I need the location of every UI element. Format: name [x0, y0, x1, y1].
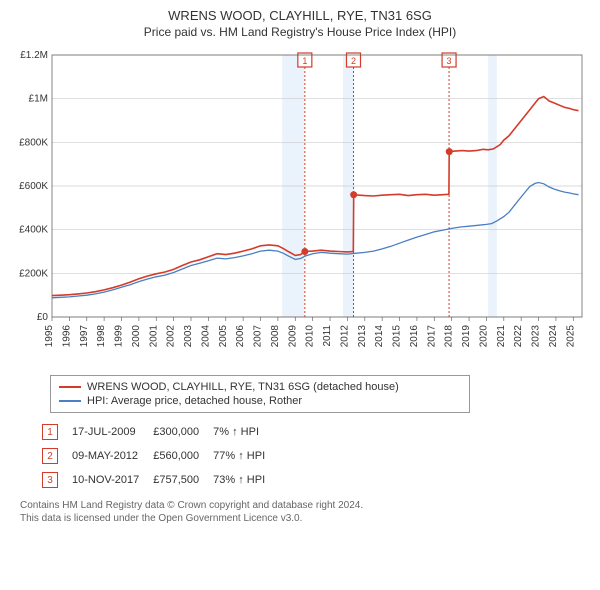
x-tick-label: 2004 [200, 325, 211, 348]
x-tick-label: 2015 [392, 325, 403, 348]
chart-area: £0 £200K £400K £600K £800K £1M £1.2M 1995 1996 19… [10, 47, 590, 367]
y-tick-label: £1M [29, 94, 48, 105]
x-tick-label: 1999 [114, 325, 125, 348]
x-tick-label: 2019 [461, 325, 472, 348]
legend-swatch [59, 400, 81, 402]
svg-text:3: 3 [447, 56, 452, 66]
legend: WRENS WOOD, CLAYHILL, RYE, TN31 6SG (det… [50, 375, 470, 413]
sale-marker [446, 148, 453, 155]
sale-badge: 2 [42, 448, 58, 464]
x-tick-label: 1996 [61, 325, 72, 348]
chart-subtitle: Price paid vs. HM Land Registry's House … [10, 25, 590, 39]
y-tick-label: £400K [19, 225, 48, 236]
x-tick-label: 1997 [79, 325, 90, 348]
sale-pct: 7% ↑ HPI [213, 421, 277, 443]
sales-table: 1 17-JUL-2009£300,0007% ↑ HPI 2 09-MAY-2012… [40, 419, 279, 493]
sale-date: 09-MAY-2012 [72, 445, 151, 467]
sales-row: 2 09-MAY-2012£560,00077% ↑ HPI [42, 445, 277, 467]
sale-marker [350, 191, 357, 198]
x-tick-label: 2013 [357, 325, 368, 348]
line-chart: £0 £200K £400K £600K £800K £1M £1.2M 1995 1996 19… [10, 47, 590, 367]
sale-price: £757,500 [153, 469, 211, 491]
sale-pct: 73% ↑ HPI [213, 469, 277, 491]
x-tick-label: 2021 [496, 325, 507, 348]
x-tick-label: 2014 [374, 325, 385, 348]
x-tick-label: 2003 [183, 325, 194, 348]
x-tick-label: 2023 [531, 325, 542, 348]
y-tick-label: £1.2M [20, 50, 48, 61]
x-tick-label: 2000 [131, 325, 142, 348]
sale-price: £300,000 [153, 421, 211, 443]
y-tick-label: £0 [37, 312, 49, 323]
svg-text:2: 2 [351, 56, 356, 66]
x-tick-label: 1995 [44, 325, 55, 348]
sale-pct: 77% ↑ HPI [213, 445, 277, 467]
sale-badge: 3 [42, 472, 58, 488]
sale-badge: 1 [42, 424, 58, 440]
chart-title: WRENS WOOD, CLAYHILL, RYE, TN31 6SG [10, 8, 590, 23]
y-tick-label: £800K [19, 137, 48, 148]
sale-date: 17-JUL-2009 [72, 421, 151, 443]
x-tick-label: 2011 [322, 325, 333, 347]
x-tick-label: 2012 [339, 325, 350, 348]
x-tick-label: 2007 [253, 325, 264, 348]
x-tick-label: 2022 [513, 325, 524, 348]
sale-date: 10-NOV-2017 [72, 469, 151, 491]
sale-marker [301, 248, 308, 255]
x-tick-label: 2017 [426, 325, 437, 348]
legend-label: HPI: Average price, detached house, Roth… [87, 395, 302, 407]
x-tick-label: 2001 [148, 325, 159, 348]
footer-line-2: This data is licensed under the Open Gov… [20, 512, 590, 525]
footer-line-1: Contains HM Land Registry data © Crown c… [20, 499, 590, 512]
x-tick-label: 2020 [478, 325, 489, 348]
x-tick-label: 2018 [444, 325, 455, 348]
y-tick-label: £600K [19, 181, 48, 192]
x-tick-label: 2025 [565, 325, 576, 348]
x-tick-label: 1998 [96, 325, 107, 348]
x-tick-label: 2005 [218, 325, 229, 348]
x-tick-label: 2016 [409, 325, 420, 348]
x-tick-label: 2008 [270, 325, 281, 348]
sale-price: £560,000 [153, 445, 211, 467]
legend-row: HPI: Average price, detached house, Roth… [59, 394, 461, 408]
x-tick-label: 2002 [166, 325, 177, 348]
svg-text:1: 1 [302, 56, 307, 66]
legend-swatch [59, 386, 81, 388]
x-tick-label: 2024 [548, 325, 559, 348]
y-tick-label: £200K [19, 268, 48, 279]
legend-label: WRENS WOOD, CLAYHILL, RYE, TN31 6SG (det… [87, 381, 399, 393]
sales-row: 3 10-NOV-2017£757,50073% ↑ HPI [42, 469, 277, 491]
x-tick-label: 2010 [305, 325, 316, 348]
sales-row: 1 17-JUL-2009£300,0007% ↑ HPI [42, 421, 277, 443]
x-tick-label: 2006 [235, 325, 246, 348]
legend-row: WRENS WOOD, CLAYHILL, RYE, TN31 6SG (det… [59, 380, 461, 394]
x-tick-label: 2009 [287, 325, 298, 348]
footer-attribution: Contains HM Land Registry data © Crown c… [20, 499, 590, 525]
